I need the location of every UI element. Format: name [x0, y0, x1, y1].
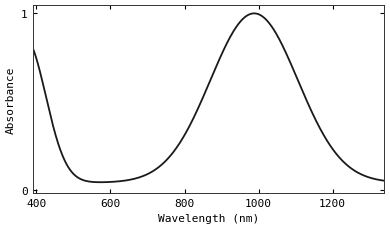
X-axis label: Wavelength (nm): Wavelength (nm): [158, 213, 259, 224]
Y-axis label: Absorbance: Absorbance: [5, 66, 16, 133]
